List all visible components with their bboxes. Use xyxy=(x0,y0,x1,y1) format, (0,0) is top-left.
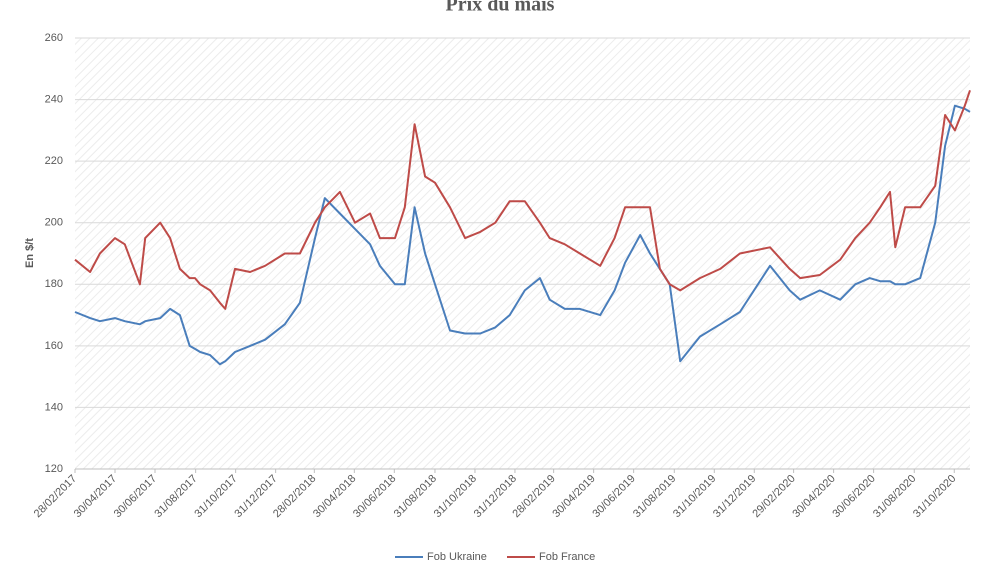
y-tick-label: 140 xyxy=(45,401,63,413)
y-axis-label: En $/t xyxy=(24,238,36,268)
line-series xyxy=(74,89,971,310)
x-tick-label: 30/06/2020 xyxy=(830,473,877,520)
plot-area xyxy=(75,38,970,469)
x-tick-label: 30/06/2019 xyxy=(590,473,637,520)
y-tick-label: 240 xyxy=(45,93,63,105)
chart-title: Prix du maïs xyxy=(446,0,555,16)
y-tick-label: 120 xyxy=(45,463,63,475)
legend-label: Fob France xyxy=(539,551,595,561)
y-tick-label: 200 xyxy=(45,217,63,229)
x-tick-label: 30/06/2018 xyxy=(351,473,398,520)
y-tick-label: 220 xyxy=(45,155,63,167)
x-tick-label: 30/06/2017 xyxy=(112,473,159,520)
y-tick-label: 160 xyxy=(45,340,63,352)
y-tick-label: 260 xyxy=(45,32,63,44)
x-tick-label: 31/10/2020 xyxy=(911,473,958,520)
y-tick-label: 180 xyxy=(45,278,63,290)
legend-label: Fob Ukraine xyxy=(427,551,487,561)
line-series xyxy=(74,104,971,366)
